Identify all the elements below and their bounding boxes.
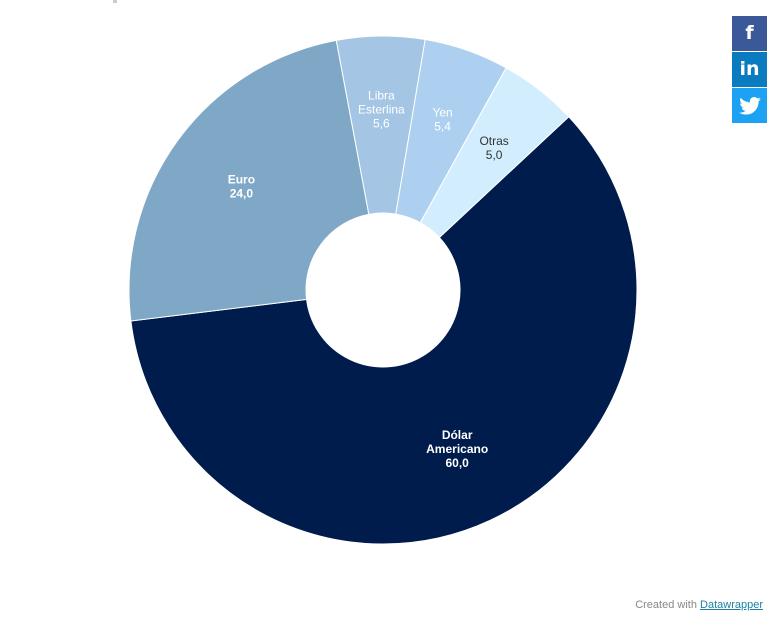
label-name-line: Americano — [426, 442, 488, 456]
twitter-icon — [738, 96, 761, 115]
label-value: 60,0 — [445, 456, 469, 470]
slice-dolar-americano — [130, 116, 638, 545]
label-name-line: Libra — [368, 89, 395, 103]
top-mark — [113, 0, 117, 3]
label-name-line: Otras — [479, 134, 508, 148]
label-name-line: Euro — [228, 172, 255, 186]
label-libra-esterlina: Libra Esterlina 5,6 — [358, 89, 405, 131]
linkedin-share-button[interactable]: in — [732, 52, 767, 87]
label-name-line: Esterlina — [358, 103, 405, 117]
label-euro: Euro 24,0 — [228, 172, 255, 200]
label-value: 5,6 — [373, 117, 390, 131]
facebook-share-button[interactable]: f — [732, 16, 767, 51]
label-otras: Otras 5,0 — [479, 134, 508, 162]
credit-prefix: Created with — [635, 599, 697, 611]
donut-slices — [128, 35, 638, 545]
credit: Created with Datawrapper — [635, 599, 763, 611]
label-name-line: Dólar — [442, 428, 473, 442]
linkedin-icon: in — [739, 58, 760, 80]
label-value: 5,4 — [434, 120, 451, 134]
slice-otras — [419, 67, 570, 239]
twitter-share-button[interactable] — [732, 88, 767, 123]
facebook-icon: f — [745, 22, 754, 44]
datawrapper-link[interactable]: Datawrapper — [700, 599, 763, 611]
label-value: 24,0 — [230, 186, 254, 200]
label-value: 5,0 — [486, 148, 503, 162]
donut-labels: Dólar Americano 60,0 Euro 24,0 Libra Esterlina… — [228, 89, 509, 471]
label-name-line: Yen — [432, 106, 452, 120]
label-dolar-americano: Dólar Americano 60,0 — [426, 428, 488, 470]
label-yen: Yen 5,4 — [432, 106, 452, 134]
slice-euro — [128, 39, 370, 322]
